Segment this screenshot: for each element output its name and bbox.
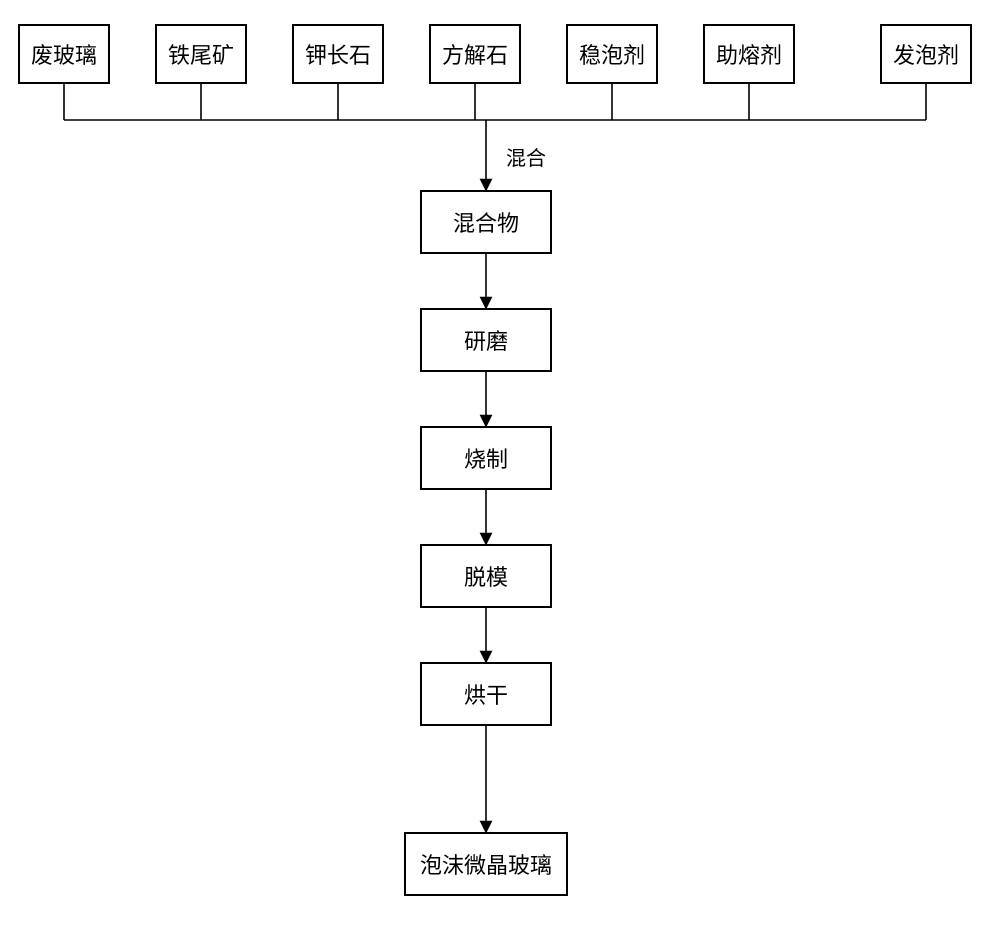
- step-s4: 脱模: [420, 544, 552, 608]
- step-s5-label: 烘干: [464, 678, 508, 710]
- input-in3: 钾长石: [292, 24, 384, 84]
- input-in1-label: 废玻璃: [31, 38, 97, 70]
- bus-label: 混合: [506, 142, 546, 171]
- step-s4-label: 脱模: [464, 560, 508, 592]
- step-s3: 烧制: [420, 426, 552, 490]
- input-in2: 铁尾矿: [155, 24, 247, 84]
- input-in6: 助熔剂: [703, 24, 795, 84]
- input-in5: 稳泡剂: [566, 24, 658, 84]
- step-s2-label: 研磨: [464, 324, 508, 356]
- input-in5-label: 稳泡剂: [579, 38, 645, 70]
- step-s1: 混合物: [420, 190, 552, 254]
- input-in1: 废玻璃: [18, 24, 110, 84]
- input-in7: 发泡剂: [880, 24, 972, 84]
- input-in3-label: 钾长石: [305, 38, 371, 70]
- step-s2: 研磨: [420, 308, 552, 372]
- input-in2-label: 铁尾矿: [168, 38, 234, 70]
- output-box: 泡沫微晶玻璃: [404, 832, 568, 896]
- input-in7-label: 发泡剂: [893, 38, 959, 70]
- input-in4-label: 方解石: [442, 38, 508, 70]
- step-s5: 烘干: [420, 662, 552, 726]
- step-s3-label: 烧制: [464, 442, 508, 474]
- input-in6-label: 助熔剂: [716, 38, 782, 70]
- input-in4: 方解石: [429, 24, 521, 84]
- step-s1-label: 混合物: [453, 206, 519, 238]
- output-box-label: 泡沫微晶玻璃: [420, 848, 552, 880]
